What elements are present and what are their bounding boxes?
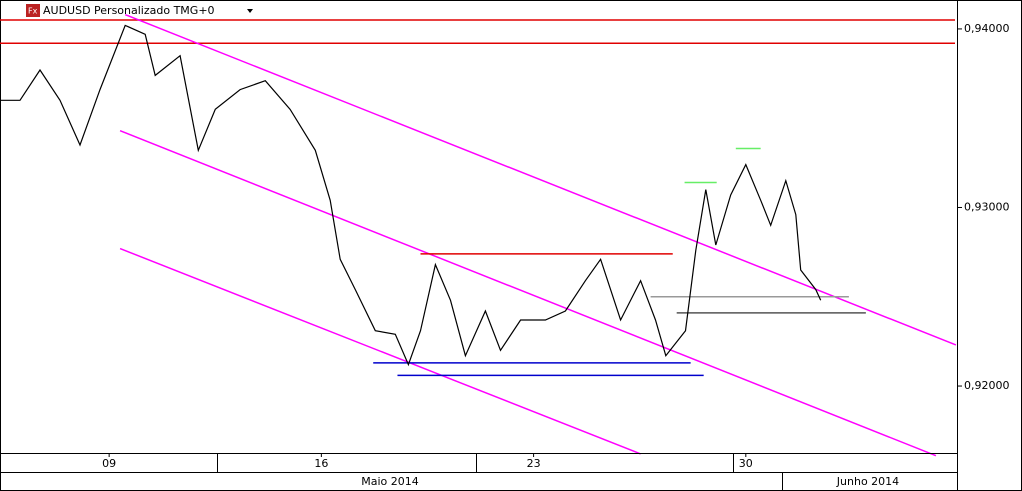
x-tick-label: 16 [314,457,328,470]
x-tick-label: 30 [739,457,753,470]
trend-line [124,13,957,346]
price-line [0,24,822,367]
icon-text: Fx [28,7,38,16]
chart-title[interactable]: AUDUSD Personalizado TMG+0 [43,4,215,17]
x-period-label: Junho 2014 [836,475,899,488]
x-tick-label: 23 [527,457,541,470]
x-tick-label: 09 [102,457,116,470]
trend-line [119,130,937,457]
y-tick-label: 0,93000 [964,200,1010,213]
y-tick-label: 0,92000 [964,379,1010,392]
symbol-icon [26,4,40,17]
y-tick-label: 0,94000 [964,22,1010,35]
dropdown-arrow[interactable] [247,9,253,13]
trend-line [119,247,641,455]
x-period-label: Maio 2014 [361,475,419,488]
